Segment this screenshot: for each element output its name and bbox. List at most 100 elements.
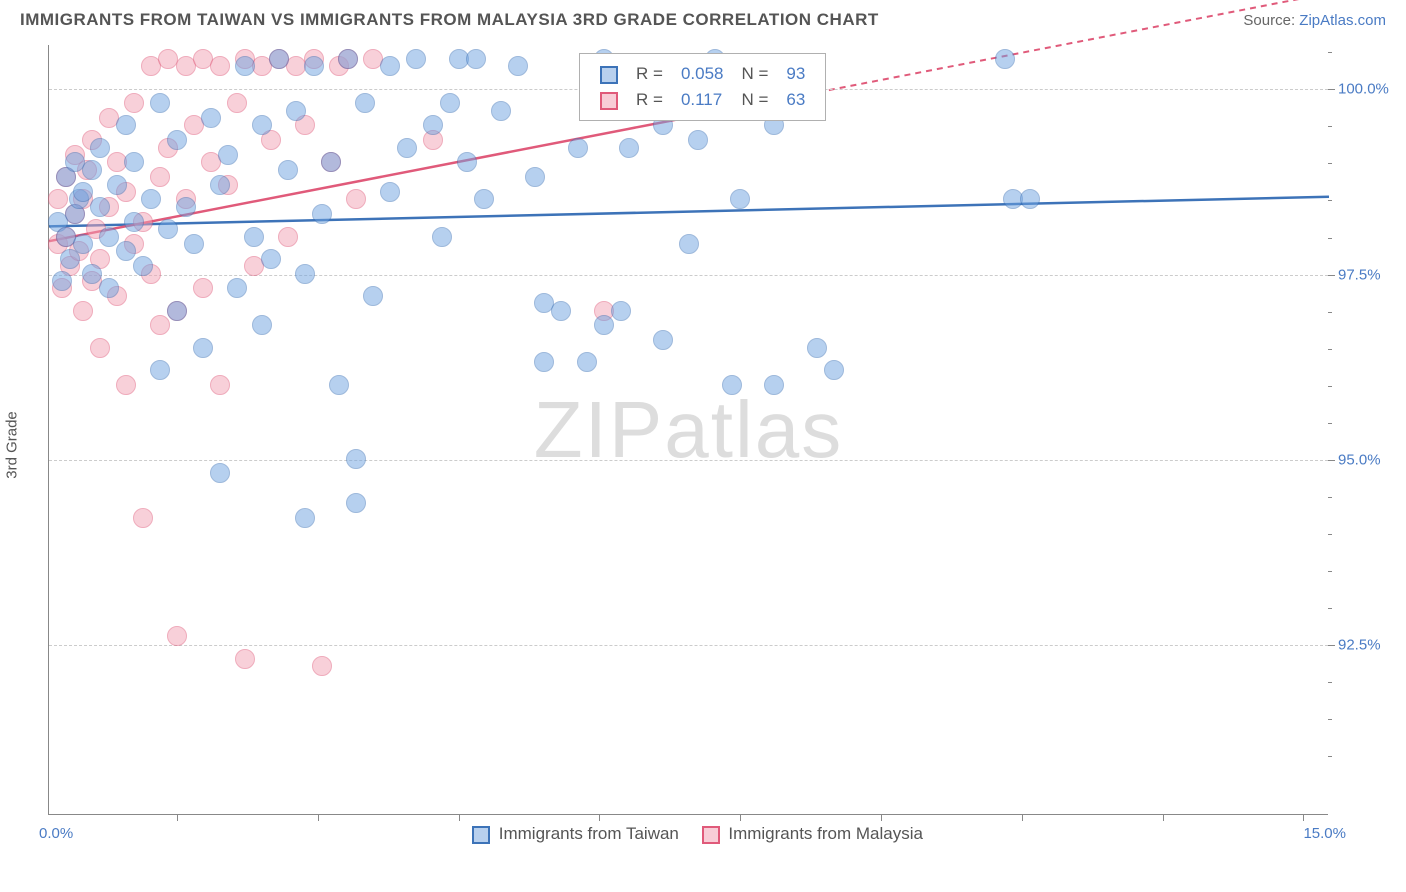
x-tick [318, 814, 319, 821]
bottom-legend: Immigrants from Taiwan Immigrants from M… [49, 824, 1328, 844]
scatter-point [116, 115, 136, 135]
scatter-point [807, 338, 827, 358]
scatter-point [423, 115, 443, 135]
y-tick-label: 100.0% [1338, 81, 1398, 98]
scatter-point [653, 330, 673, 350]
x-min-label: 0.0% [39, 825, 73, 842]
scatter-point [184, 234, 204, 254]
y-minor-tick [1328, 756, 1332, 757]
y-tick-label: 92.5% [1338, 636, 1398, 653]
scatter-point [133, 256, 153, 276]
scatter-point [210, 375, 230, 395]
scatter-point [679, 234, 699, 254]
scatter-point [107, 175, 127, 195]
scatter-point [491, 101, 511, 121]
scatter-point [116, 375, 136, 395]
y-tick-label: 95.0% [1338, 451, 1398, 468]
scatter-point [210, 175, 230, 195]
scatter-point [167, 301, 187, 321]
scatter-point [611, 301, 631, 321]
legend-swatch [600, 92, 618, 110]
stats-legend-box: R =0.058N =93R =0.117N =63 [579, 53, 826, 121]
scatter-point [167, 130, 187, 150]
scatter-point [534, 352, 554, 372]
r-value: 0.117 [673, 88, 732, 112]
scatter-point [90, 338, 110, 358]
r-label: R = [628, 88, 671, 112]
scatter-point [235, 56, 255, 76]
scatter-point [150, 360, 170, 380]
scatter-point [227, 93, 247, 113]
scatter-point [116, 241, 136, 261]
n-label: N = [733, 88, 776, 112]
n-value: 93 [778, 62, 813, 86]
scatter-point [150, 93, 170, 113]
scatter-point [688, 130, 708, 150]
scatter-point [432, 227, 452, 247]
scatter-point [363, 286, 383, 306]
scatter-point [278, 160, 298, 180]
gridline-h [49, 460, 1328, 461]
scatter-point [252, 315, 272, 335]
x-tick [1022, 814, 1023, 821]
source-link[interactable]: ZipAtlas.com [1299, 12, 1386, 29]
legend-label-malaysia: Immigrants from Malaysia [728, 824, 923, 843]
scatter-point [124, 212, 144, 232]
x-tick [177, 814, 178, 821]
y-minor-tick [1328, 312, 1332, 313]
scatter-point [568, 138, 588, 158]
x-tick [881, 814, 882, 821]
scatter-point [235, 649, 255, 669]
scatter-point [346, 493, 366, 513]
scatter-point [722, 375, 742, 395]
scatter-point [73, 301, 93, 321]
gridline-h [49, 275, 1328, 276]
r-value: 0.058 [673, 62, 732, 86]
scatter-point [158, 219, 178, 239]
y-minor-tick [1328, 534, 1332, 535]
scatter-point [82, 264, 102, 284]
y-tick [1328, 89, 1335, 90]
y-tick [1328, 460, 1335, 461]
legend-label-taiwan: Immigrants from Taiwan [499, 824, 679, 843]
scatter-point [338, 49, 358, 69]
scatter-point [295, 264, 315, 284]
scatter-point [346, 449, 366, 469]
scatter-point [594, 315, 614, 335]
scatter-point [201, 108, 221, 128]
scatter-point [278, 227, 298, 247]
scatter-point [304, 56, 324, 76]
y-minor-tick [1328, 126, 1332, 127]
scatter-point [329, 375, 349, 395]
n-value: 63 [778, 88, 813, 112]
scatter-point [577, 352, 597, 372]
scatter-point [764, 375, 784, 395]
plot-area: ZIPatlas Immigrants from Taiwan Immigran… [48, 45, 1328, 815]
scatter-point [508, 56, 528, 76]
scatter-point [619, 138, 639, 158]
scatter-point [440, 93, 460, 113]
trend-lines-layer [49, 45, 1328, 814]
y-tick-label: 97.5% [1338, 266, 1398, 283]
scatter-point [167, 626, 187, 646]
scatter-point [312, 204, 332, 224]
scatter-point [397, 138, 417, 158]
scatter-point [252, 115, 272, 135]
y-minor-tick [1328, 682, 1332, 683]
scatter-point [406, 49, 426, 69]
scatter-point [90, 138, 110, 158]
scatter-point [261, 249, 281, 269]
scatter-point [346, 189, 366, 209]
scatter-point [244, 227, 264, 247]
scatter-point [321, 152, 341, 172]
scatter-point [525, 167, 545, 187]
y-minor-tick [1328, 52, 1332, 53]
n-label: N = [733, 62, 776, 86]
y-minor-tick [1328, 200, 1332, 201]
scatter-point [90, 197, 110, 217]
scatter-point [73, 182, 93, 202]
y-minor-tick [1328, 349, 1332, 350]
y-minor-tick [1328, 497, 1332, 498]
y-minor-tick [1328, 423, 1332, 424]
scatter-point [824, 360, 844, 380]
